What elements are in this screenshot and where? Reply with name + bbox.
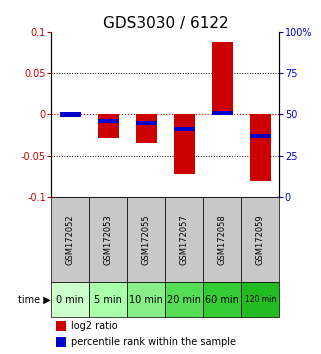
Title: GDS3030 / 6122: GDS3030 / 6122 [102,16,228,31]
Bar [51,197,89,282]
Bar [174,114,195,174]
Bar [203,197,241,282]
Bar [203,282,241,318]
Bar [165,282,203,318]
Bar [60,113,81,116]
Bar [127,197,165,282]
Bar [174,127,195,131]
Text: 0 min: 0 min [56,295,84,305]
Bar [212,42,233,114]
Bar [241,282,279,318]
Bar [98,119,119,123]
Text: GSM172052: GSM172052 [66,214,75,265]
Text: percentile rank within the sample: percentile rank within the sample [71,337,236,347]
Text: 60 min: 60 min [205,295,239,305]
Text: GSM172055: GSM172055 [142,214,151,265]
Bar [136,114,157,143]
Text: 10 min: 10 min [129,295,163,305]
Text: GSM172053: GSM172053 [104,214,113,265]
Text: GSM172057: GSM172057 [180,214,189,265]
Bar [212,111,233,115]
Bar [127,282,165,318]
Bar [56,321,66,331]
Bar [165,197,203,282]
Bar [241,197,279,282]
Bar [89,282,127,318]
Text: GSM172059: GSM172059 [256,214,265,265]
Text: 5 min: 5 min [94,295,122,305]
Text: 120 min: 120 min [245,295,276,304]
Bar [51,282,89,318]
Bar [250,134,271,138]
Bar [98,114,119,138]
Bar [89,197,127,282]
Bar [56,337,66,347]
Bar [250,114,271,181]
Text: log2 ratio: log2 ratio [71,321,117,331]
Text: time ▶: time ▶ [18,295,51,305]
Text: GSM172058: GSM172058 [218,214,227,265]
Bar [136,121,157,125]
Text: 20 min: 20 min [167,295,201,305]
